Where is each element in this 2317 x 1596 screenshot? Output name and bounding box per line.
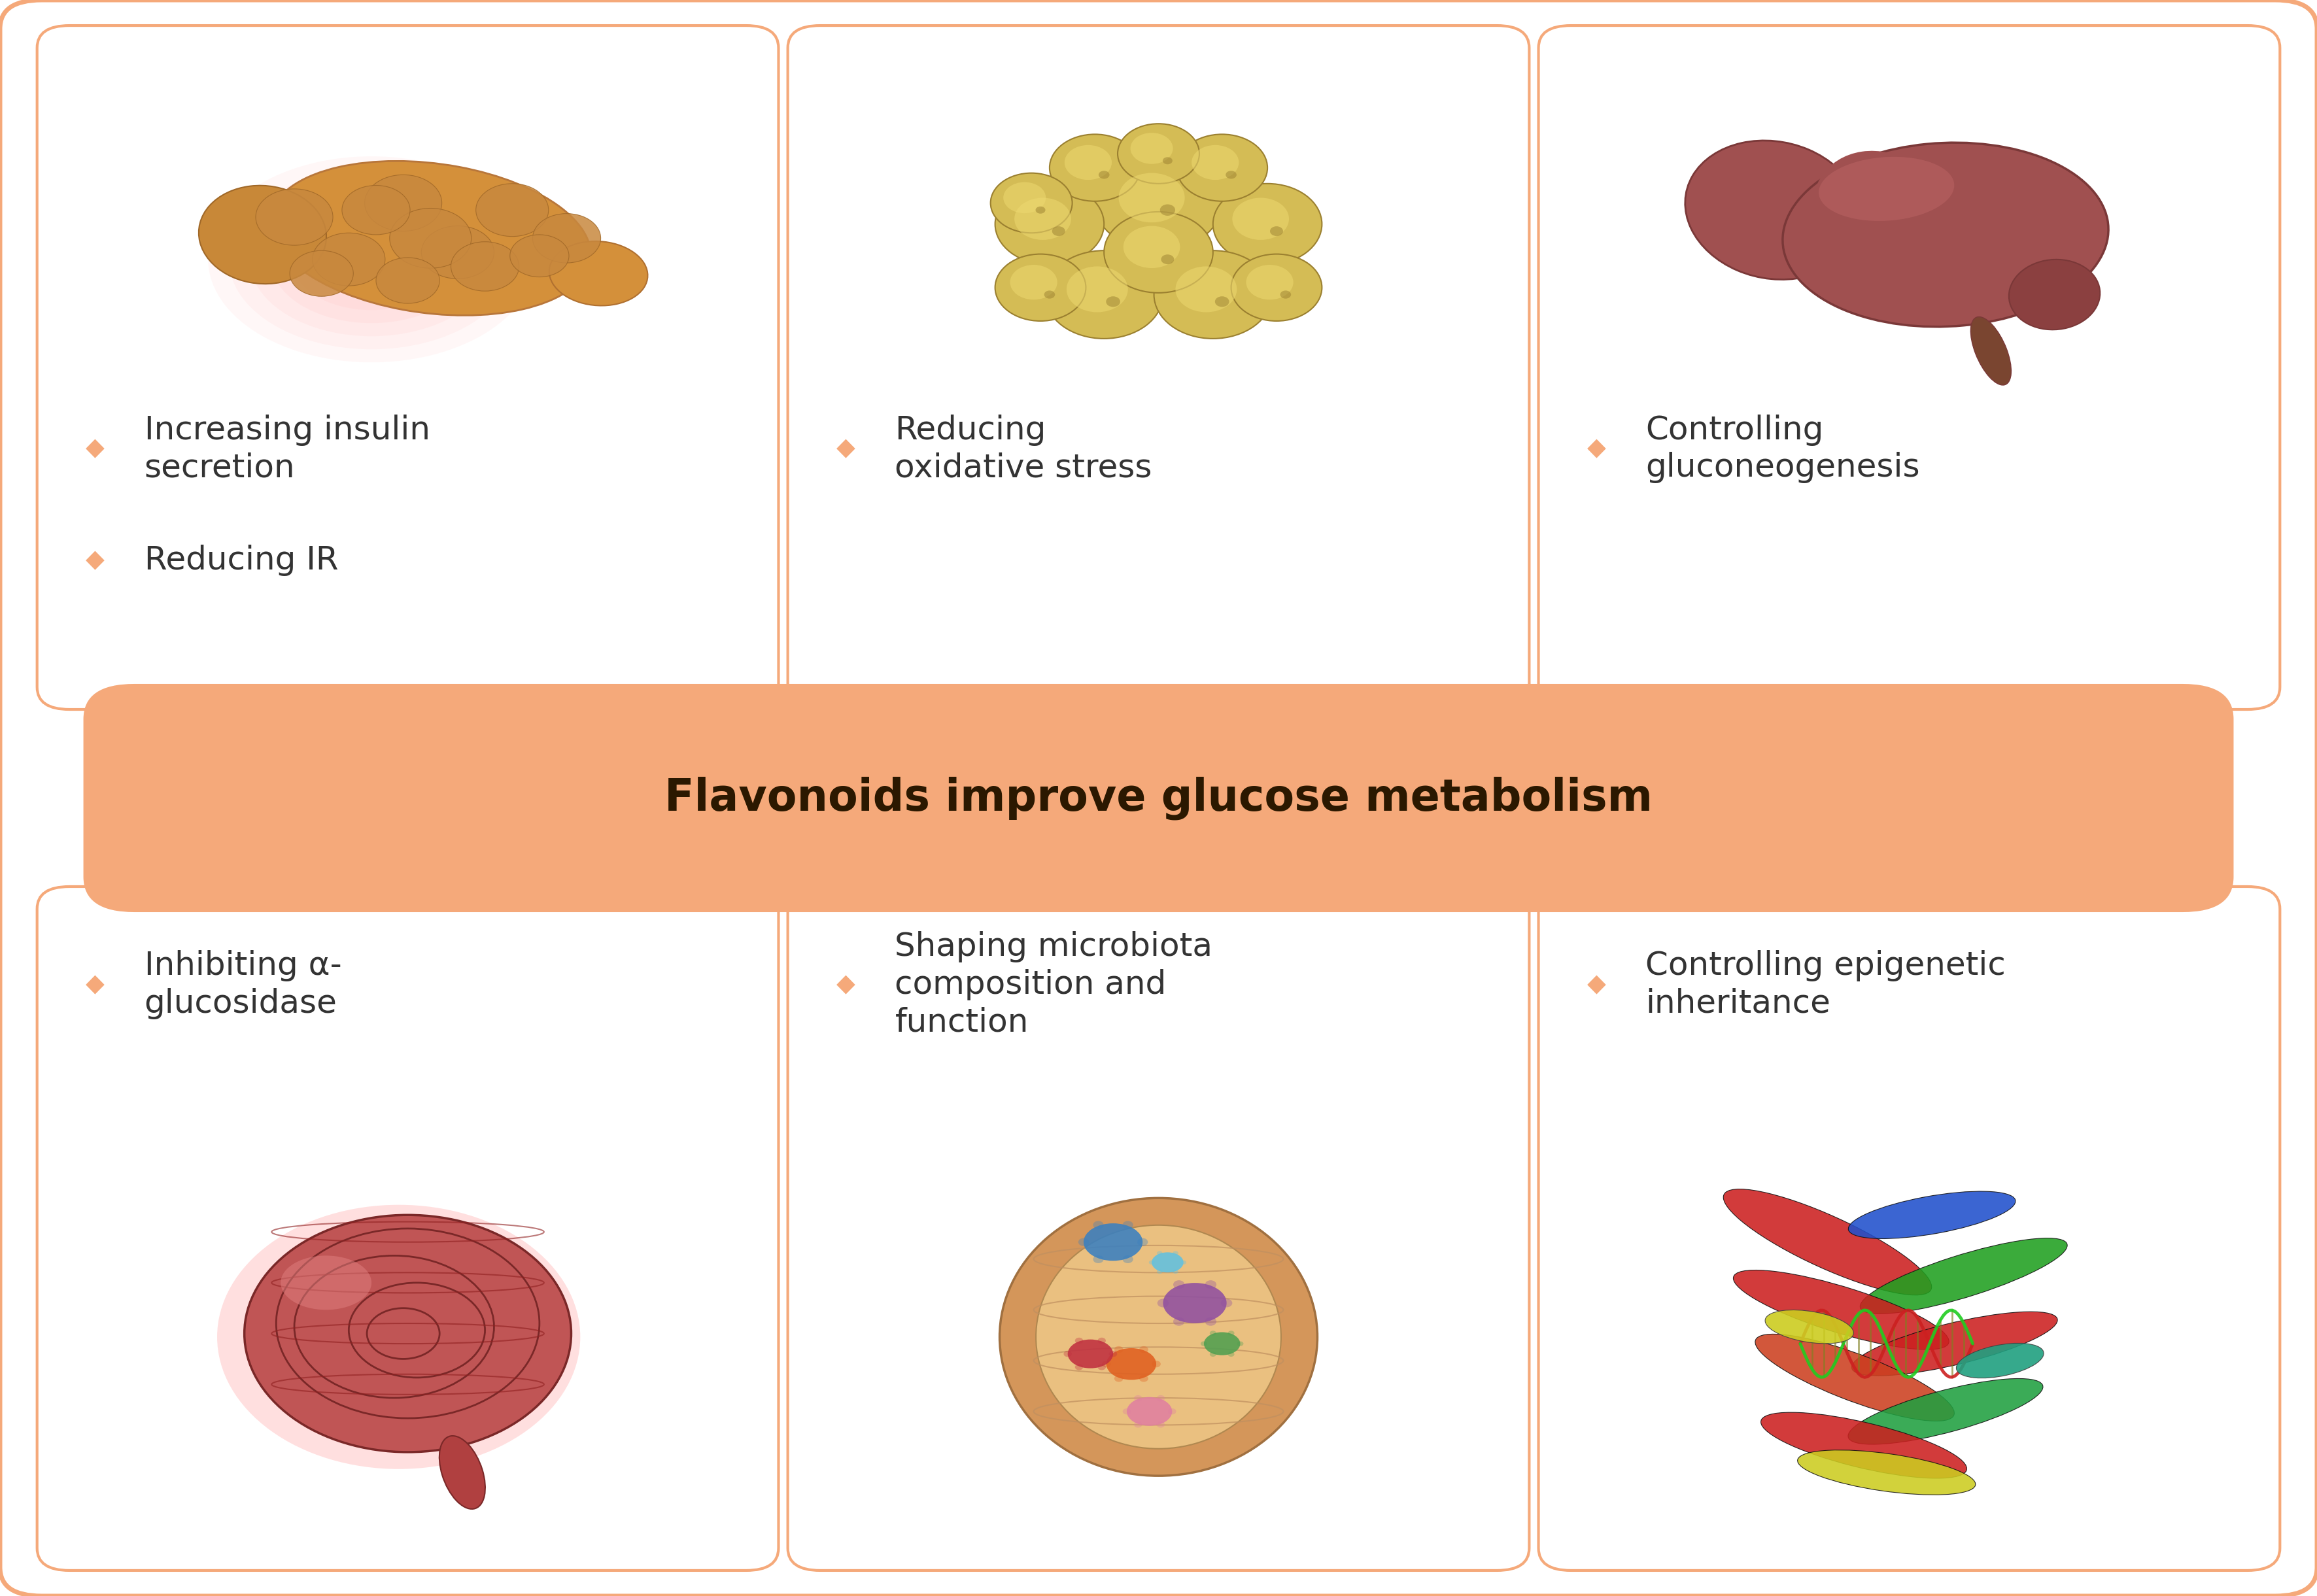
Ellipse shape [1121,1256,1133,1262]
Ellipse shape [1163,156,1172,164]
Text: ◆: ◆ [86,974,104,996]
Ellipse shape [1114,1376,1124,1382]
Ellipse shape [440,1436,484,1508]
Ellipse shape [1105,297,1119,306]
Ellipse shape [1209,1331,1216,1336]
Text: ◆: ◆ [86,549,104,573]
Ellipse shape [1161,254,1175,265]
Ellipse shape [1045,251,1163,338]
Ellipse shape [364,176,443,231]
Text: Inhibiting α-
glucosidase: Inhibiting α- glucosidase [144,950,341,1020]
Text: ◆: ◆ [836,437,855,461]
Ellipse shape [290,251,352,297]
Ellipse shape [1068,1339,1112,1368]
Ellipse shape [1200,1341,1207,1345]
Ellipse shape [1237,1341,1244,1345]
Ellipse shape [271,196,473,322]
Ellipse shape [1126,1396,1172,1425]
Text: ◆: ◆ [86,437,104,461]
FancyBboxPatch shape [1538,26,2280,709]
Text: ◆: ◆ [836,974,855,996]
Ellipse shape [1177,134,1267,201]
Ellipse shape [218,1205,579,1468]
Text: Reducing
oxidative stress: Reducing oxidative stress [894,415,1152,484]
Ellipse shape [389,207,470,268]
Ellipse shape [1117,124,1200,184]
Ellipse shape [1114,1345,1124,1353]
Ellipse shape [1077,1238,1089,1246]
Ellipse shape [243,1215,572,1452]
Ellipse shape [313,233,385,286]
Ellipse shape [1175,267,1237,313]
Ellipse shape [1861,1238,2067,1314]
Ellipse shape [1172,1317,1184,1326]
Ellipse shape [1075,1365,1082,1369]
FancyBboxPatch shape [37,887,779,1570]
Ellipse shape [1098,1365,1105,1369]
Ellipse shape [1168,1408,1177,1414]
Ellipse shape [1133,1422,1142,1428]
Ellipse shape [533,214,600,263]
Ellipse shape [1228,1331,1235,1336]
Ellipse shape [422,227,494,279]
Ellipse shape [1972,316,2011,385]
Ellipse shape [313,222,431,297]
Ellipse shape [1138,1238,1147,1246]
Text: Reducing IR: Reducing IR [144,544,338,576]
Ellipse shape [255,188,334,246]
Ellipse shape [1094,1256,1103,1262]
Ellipse shape [510,235,570,278]
Ellipse shape [1133,1395,1142,1401]
Ellipse shape [1045,290,1054,298]
Ellipse shape [1156,1395,1165,1401]
Ellipse shape [1205,1333,1240,1355]
Ellipse shape [1156,1269,1163,1274]
Ellipse shape [1066,267,1128,313]
Ellipse shape [343,185,410,235]
Text: Shaping microbiota
composition and
function: Shaping microbiota composition and funct… [894,932,1212,1037]
Ellipse shape [1684,140,1861,279]
Ellipse shape [1156,1299,1168,1307]
Ellipse shape [1209,1352,1216,1357]
Ellipse shape [1036,206,1045,214]
FancyBboxPatch shape [788,26,1529,709]
Ellipse shape [1098,1337,1105,1344]
Ellipse shape [1124,1408,1131,1414]
Ellipse shape [1172,1280,1184,1290]
Ellipse shape [1152,1361,1161,1368]
Ellipse shape [1075,1337,1082,1344]
Ellipse shape [1849,1191,2016,1238]
Ellipse shape [1766,1310,1854,1344]
Ellipse shape [1094,1221,1103,1229]
Ellipse shape [1110,1350,1117,1357]
Ellipse shape [250,182,494,337]
Ellipse shape [1105,1349,1156,1381]
Ellipse shape [1182,1261,1186,1264]
Ellipse shape [1103,1361,1110,1368]
Ellipse shape [1096,155,1221,251]
Ellipse shape [1163,1283,1226,1323]
Ellipse shape [1152,1253,1184,1272]
Ellipse shape [229,169,514,350]
Ellipse shape [994,184,1103,265]
Ellipse shape [1119,172,1184,222]
Ellipse shape [1724,1189,1932,1294]
Text: Flavonoids improve glucose metabolism: Flavonoids improve glucose metabolism [665,776,1652,820]
Ellipse shape [1015,198,1070,239]
Ellipse shape [1756,1334,1953,1420]
Ellipse shape [994,254,1087,321]
Ellipse shape [1819,156,1953,220]
Ellipse shape [1156,1251,1163,1256]
Ellipse shape [999,1199,1318,1476]
Ellipse shape [1172,1269,1179,1274]
Ellipse shape [1052,227,1066,236]
Text: Controlling
gluconeogenesis: Controlling gluconeogenesis [1645,415,1921,484]
Ellipse shape [1124,227,1179,268]
Ellipse shape [271,161,591,316]
Ellipse shape [375,257,440,303]
Ellipse shape [1064,145,1112,180]
Ellipse shape [1140,1376,1149,1382]
Ellipse shape [199,185,327,284]
Ellipse shape [549,241,649,306]
